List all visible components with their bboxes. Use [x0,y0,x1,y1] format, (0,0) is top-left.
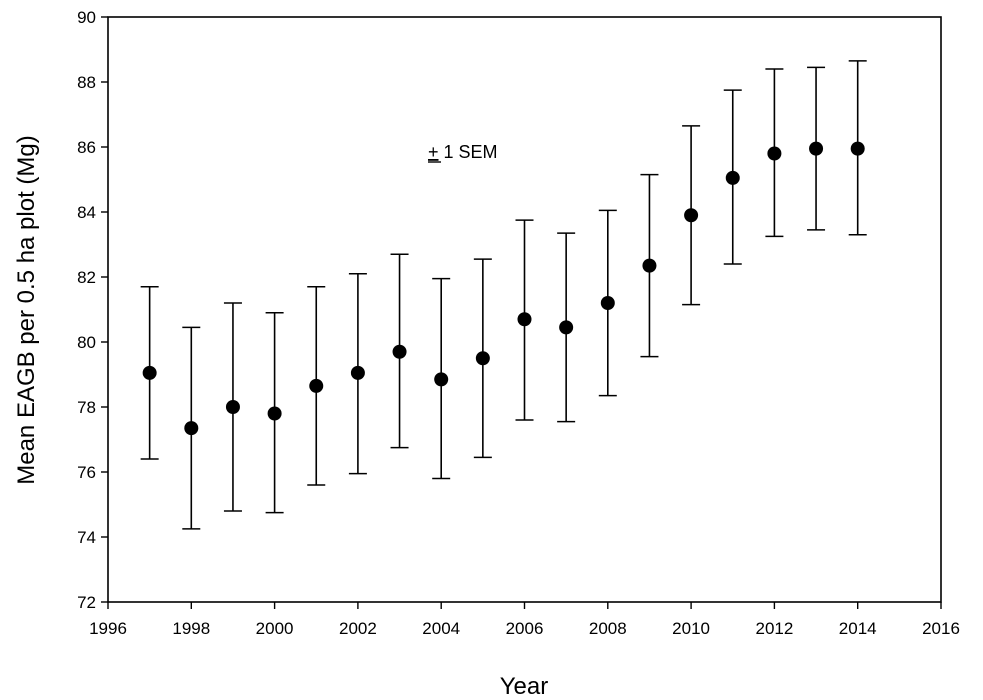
x-axis-title: Year [500,673,549,700]
x-tick-label: 2000 [256,619,294,638]
x-tick-label: 2010 [672,619,710,638]
data-point [267,406,282,421]
y-tick-label: 76 [77,463,96,482]
data-point [850,141,865,156]
data-point [767,146,782,161]
y-tick-label: 82 [77,268,96,287]
data-point [392,344,407,359]
error-bars [140,60,867,530]
y-tick-label: 74 [77,528,96,547]
data-point [309,378,324,393]
y-tick-label: 90 [77,8,96,27]
x-tick-label: 2004 [422,619,460,638]
data-point [475,351,490,366]
data-point [559,320,574,335]
x-tick-label: 2008 [589,619,627,638]
data-point [517,312,532,327]
x-tick-label: 1996 [89,619,127,638]
x-axis: 1996 1998 2000 2002 2004 2006 2008 2010 2012 2014… [89,602,960,638]
data-point [684,208,699,223]
x-tick-label: 2012 [755,619,793,638]
y-tick-label: 80 [77,333,96,352]
data-point [142,365,157,380]
y-tick-label: 88 [77,73,96,92]
data-point [725,170,740,185]
data-point [600,296,615,310]
sem-label: 1 SEM [439,142,498,162]
data-point [434,372,449,387]
data-point [642,258,657,273]
data-point [225,400,240,414]
y-tick-label: 72 [77,593,96,612]
data-point [350,365,365,380]
x-tick-label: 2016 [922,619,960,638]
x-tick-label: 2006 [506,619,544,638]
data-point [184,421,199,436]
y-axis: 72 74 76 78 80 82 84 86 88 90 [77,8,108,612]
y-tick-label: 86 [77,138,96,157]
sem-annotation: + 1 SEM [428,142,498,162]
y-tick-label: 84 [77,203,96,222]
data-point [809,141,824,156]
data-points [142,141,865,436]
y-axis-title: Mean EAGB per 0.5 ha plot (Mg) [13,135,40,485]
x-tick-label: 2014 [839,619,877,638]
x-tick-label: 1998 [172,619,210,638]
y-tick-label: 78 [77,398,96,417]
sem-plus-minus: + [428,142,439,162]
x-tick-label: 2002 [339,619,377,638]
